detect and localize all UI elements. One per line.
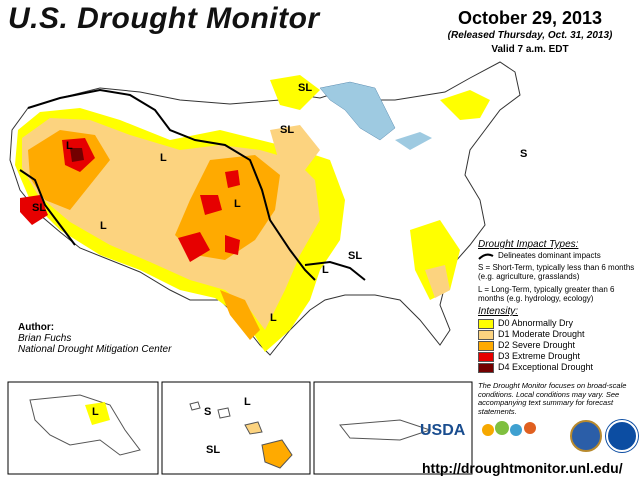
label-l-alaska: L [92, 406, 99, 418]
label-sl-hawaii: SL [206, 444, 221, 456]
intensity-legend-row: D1 Moderate Drought [478, 329, 638, 340]
intensity-legend-row: D3 Extreme Drought [478, 351, 638, 362]
impact-line-west [27, 88, 316, 281]
label-l-texas: L [270, 312, 277, 324]
intensity-swatch [478, 340, 494, 351]
label-l-nevada: L [66, 140, 73, 152]
author-name: Brian Fuchs [18, 333, 72, 344]
author-heading: Author: [18, 322, 55, 333]
d2-central [175, 155, 280, 260]
intensity-label: D2 Severe Drought [498, 340, 576, 350]
intensity-label: D3 Extreme Drought [498, 351, 581, 361]
label-l-arkansas: L [322, 264, 329, 276]
impact-line-ca [19, 169, 76, 246]
impact-legend: Drought Impact Types: Delineates dominan… [478, 240, 638, 373]
noaa-logo-icon [606, 420, 638, 452]
d1-southeast [425, 265, 450, 298]
label-l-arizona: L [100, 220, 107, 232]
intensity-legend-row: D4 Exceptional Drought [478, 362, 638, 373]
label-s-hawaii: S [204, 406, 212, 418]
puerto-rico-shape [339, 419, 432, 441]
map-date: October 29, 2013 [457, 8, 603, 28]
great-lakes [319, 81, 396, 141]
ndmc-logo [478, 416, 542, 452]
drought-monitor-url[interactable]: http://droughtmonitor.unl.edu/ [422, 460, 623, 476]
intensity-swatch [478, 351, 494, 362]
intensity-swatch [478, 329, 494, 340]
intensity-legend-row: D2 Severe Drought [478, 340, 638, 351]
label-l-hawaii: L [244, 396, 251, 408]
alaska-shape [29, 394, 141, 456]
hawaii-oahu [217, 407, 231, 419]
d3-southwest [225, 235, 240, 255]
intensity-swatch [478, 318, 494, 329]
label-sl-california: SL [32, 202, 47, 214]
hawaii-maui [244, 421, 263, 435]
hawaii-big-island [261, 439, 293, 469]
impact-line-row: Delineates dominant impacts [478, 251, 638, 260]
d3-oklahoma [178, 232, 210, 262]
d3-kansas [200, 195, 222, 215]
intensity-legend-row: D0 Abnormally Dry [478, 318, 638, 329]
intensity-swatch [478, 362, 494, 373]
impact-heading: Drought Impact Types: [478, 239, 579, 250]
impact-line-midsouth [304, 260, 366, 281]
hawaii-kauai [189, 401, 201, 411]
intensity-heading: Intensity: [478, 306, 519, 317]
author-org: National Drought Mitigation Center [18, 344, 172, 355]
valid-time: Valid 7 a.m. EDT [491, 44, 569, 55]
author-block: Author: Brian Fuchs National Drought Mit… [18, 322, 171, 355]
d0-northeast [440, 90, 490, 120]
d4-nevada [70, 148, 84, 162]
impact-long-term: L = Long-Term, typically greater than 6 … [478, 285, 615, 303]
label-sl-minnesota: SL [298, 82, 313, 94]
label-l-kansas: L [234, 198, 241, 210]
intensity-label: D1 Moderate Drought [498, 329, 585, 339]
usda-logo: USDA [420, 422, 466, 439]
impact-short-term: S = Short-Term, typically less than 6 mo… [478, 263, 635, 281]
impact-line-desc: Delineates dominant impacts [498, 251, 601, 260]
impact-line-icon [478, 253, 494, 260]
intensity-legend: D0 Abnormally Dry D1 Moderate Drought D2 S… [478, 318, 638, 373]
d3-california [20, 195, 48, 225]
d3-colorado [225, 170, 240, 188]
d2-texas [220, 290, 260, 340]
intensity-label: D0 Abnormally Dry [498, 318, 574, 328]
d1-midwest [270, 125, 320, 170]
label-sl-tennessee: SL [348, 250, 363, 262]
release-date: (Released Thursday, Oct. 31, 2013) [447, 30, 613, 41]
map-title: U.S. Drought Monitor [8, 2, 320, 35]
label-s-newengland: S [520, 148, 528, 160]
label-sl-wisconsin: SL [280, 124, 295, 136]
logos-bar: USDA [420, 414, 638, 456]
disclaimer-note: The Drought Monitor focuses on broad-sca… [478, 381, 627, 416]
d0-midwest [270, 75, 320, 110]
doc-seal-icon [570, 420, 602, 452]
intensity-label: D4 Exceptional Drought [498, 362, 594, 372]
alaska-d0 [85, 402, 110, 425]
lake-erie [395, 132, 432, 150]
label-l-montana: L [160, 152, 167, 164]
